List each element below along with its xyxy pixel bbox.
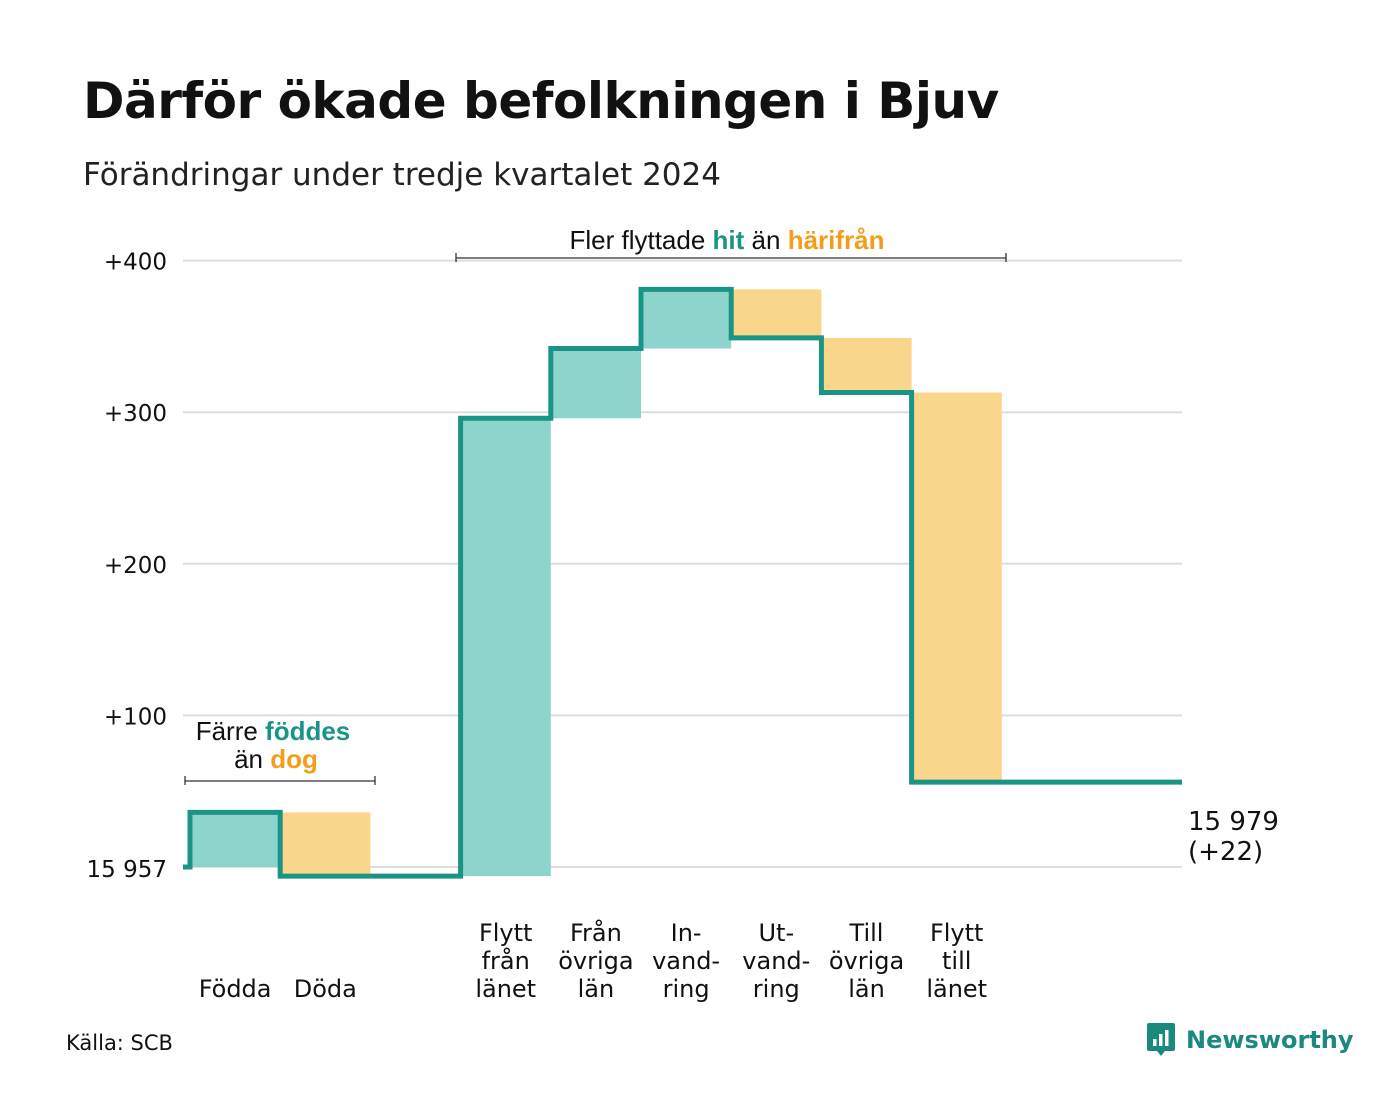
chart-title: Därför ökade befolkningen i Bjuv bbox=[83, 72, 999, 130]
brand-name: Newsworthy bbox=[1186, 1026, 1354, 1054]
end-value-label: 15 979 bbox=[1188, 807, 1279, 837]
annotation-highlight-harifran: härifrån bbox=[788, 225, 885, 255]
annotation-text: Färre bbox=[196, 716, 265, 746]
x-category-label: ring bbox=[663, 975, 710, 1003]
x-category-label: Flytt bbox=[479, 919, 533, 947]
migration-annotation: Fler flyttade hit än härifrån bbox=[455, 225, 1007, 262]
bar-från-övriga-län bbox=[550, 348, 641, 419]
y-tick-label: +400 bbox=[104, 250, 167, 276]
annotation-bracket bbox=[455, 253, 1007, 262]
cumulative-step-line bbox=[183, 286, 1182, 879]
y-tick-label: +200 bbox=[104, 553, 167, 579]
newsworthy-logo[interactable]: Newsworthy bbox=[1146, 1022, 1354, 1058]
x-category-label: länet bbox=[475, 975, 536, 1003]
svg-text:än dog: än dog bbox=[234, 744, 318, 774]
bar-ut-vand-ring bbox=[731, 289, 822, 338]
y-axis-ticks: 15 957 +100 +200 +300 +400 bbox=[87, 250, 167, 883]
x-category-label: In- bbox=[671, 919, 702, 947]
annotation-text: Fler flyttade bbox=[569, 225, 712, 255]
bars bbox=[190, 289, 1002, 877]
y-tick-label: +300 bbox=[104, 401, 167, 427]
x-category-label: ring bbox=[753, 975, 800, 1003]
x-category-label: Från bbox=[570, 918, 622, 947]
annotation-highlight-dog: dog bbox=[270, 744, 318, 774]
svg-text:Fler flyttade hit än härifrån: Fler flyttade hit än härifrån bbox=[569, 225, 884, 255]
x-category-label: till bbox=[942, 947, 971, 975]
x-category-label: Till bbox=[849, 919, 884, 947]
x-category-label: vand- bbox=[742, 947, 810, 975]
x-category-label: länet bbox=[926, 975, 987, 1003]
x-category-label: från bbox=[482, 946, 530, 975]
x-category-label: Födda bbox=[199, 975, 272, 1003]
annotation-bracket bbox=[184, 776, 376, 785]
x-category-label: Döda bbox=[294, 975, 357, 1003]
end-change-label: (+22) bbox=[1188, 837, 1263, 867]
x-category-label: vand- bbox=[652, 947, 720, 975]
gridlines bbox=[183, 259, 1182, 868]
y-tick-label: +100 bbox=[104, 704, 167, 730]
source-note: Källa: SCB bbox=[66, 1031, 173, 1055]
annotation-highlight-hit: hit bbox=[713, 225, 745, 255]
svg-text:Färre föddes: Färre föddes bbox=[196, 716, 351, 746]
annotation-text: än bbox=[744, 225, 787, 255]
newsworthy-logo-icon bbox=[1147, 1023, 1175, 1056]
annotation-text: än bbox=[234, 744, 270, 774]
bar-döda bbox=[280, 812, 371, 877]
bar-flytt-till-länet bbox=[911, 392, 1002, 783]
x-category-label: övriga bbox=[558, 947, 633, 975]
x-axis-labels: Födda DödaFlyttfrånlänetFrånövrigalänIn-v… bbox=[199, 918, 987, 1003]
bar-till-övriga-län bbox=[821, 337, 912, 393]
y-tick-label: 15 957 bbox=[87, 857, 167, 883]
bar-flytt-från-länet bbox=[460, 418, 551, 877]
bar-in-vand-ring bbox=[641, 289, 732, 349]
annotation-highlight-hit: föddes bbox=[265, 716, 350, 746]
bar-födda bbox=[190, 812, 281, 867]
x-category-label: Ut- bbox=[758, 919, 794, 947]
x-category-label: Flytt bbox=[930, 919, 984, 947]
x-category-label: län bbox=[848, 975, 885, 1003]
chart-subtitle: Förändringar under tredje kvartalet 2024 bbox=[83, 157, 721, 193]
x-category-label: län bbox=[578, 975, 615, 1003]
x-category-label: övriga bbox=[829, 947, 904, 975]
natural-change-annotation: Färre föddes än dog bbox=[184, 716, 376, 785]
